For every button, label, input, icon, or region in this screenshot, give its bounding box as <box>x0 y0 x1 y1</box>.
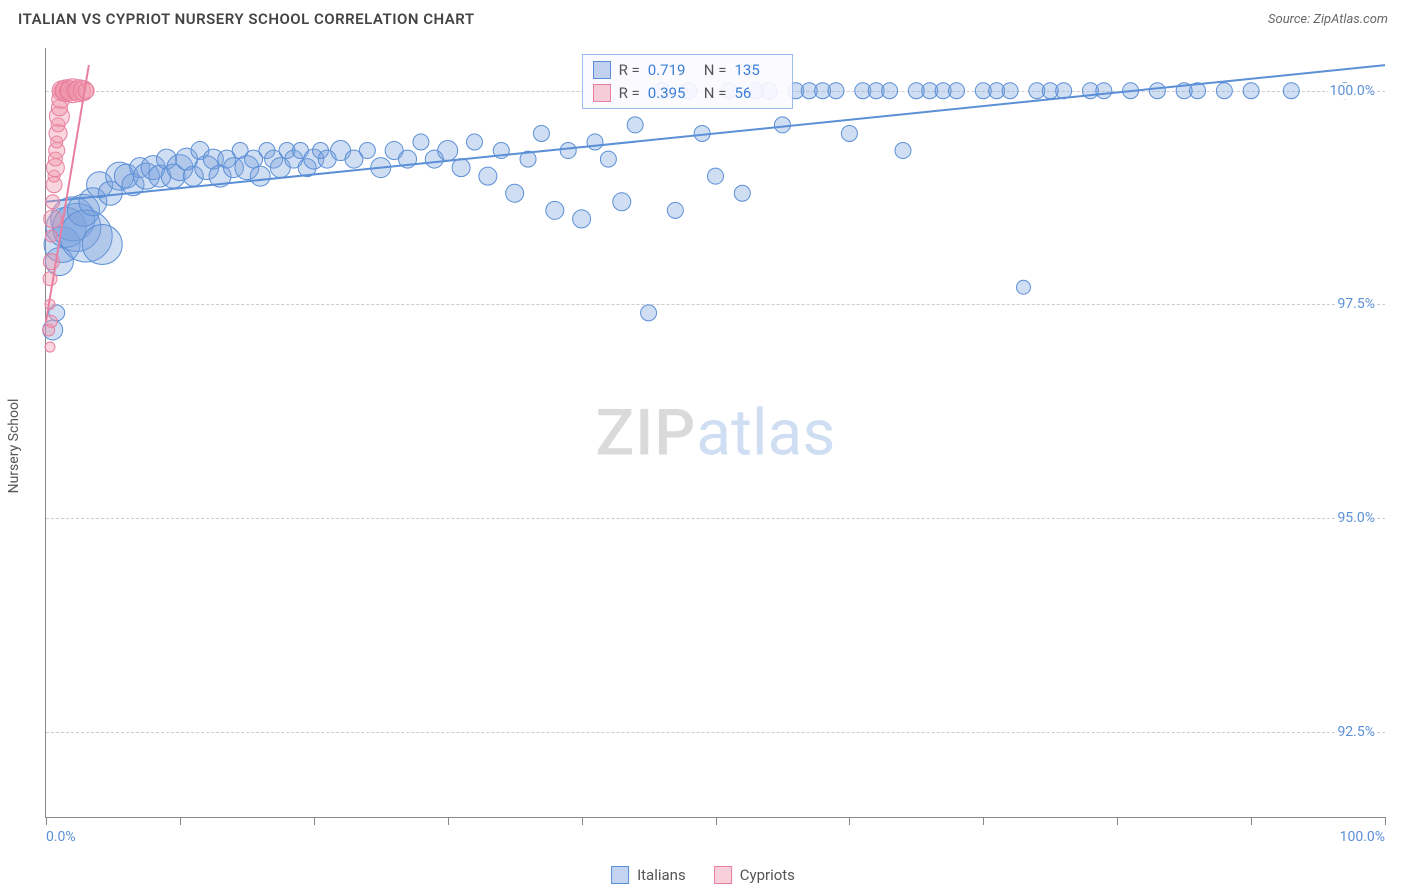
ytick-label: 95.0% <box>1335 510 1377 526</box>
chart-title: ITALIAN VS CYPRIOT NURSERY SCHOOL CORREL… <box>18 10 475 28</box>
xtick <box>1117 817 1118 825</box>
data-point <box>452 159 470 177</box>
data-point <box>466 134 482 150</box>
data-point <box>45 342 55 352</box>
stats-row-cypriots: R = 0.395 N = 56 <box>593 82 783 105</box>
data-point <box>1096 83 1112 99</box>
data-point <box>546 201 564 219</box>
stats-row-italians: R = 0.719 N = 135 <box>593 59 783 82</box>
data-point <box>533 125 549 141</box>
data-point <box>506 184 524 202</box>
xtick <box>983 817 984 825</box>
data-point <box>359 143 375 159</box>
legend-label-italians: Italians <box>637 866 686 884</box>
xtick <box>1385 817 1386 825</box>
data-point <box>828 83 844 99</box>
ytick-label: 100.0% <box>1328 83 1377 99</box>
data-point <box>82 225 122 265</box>
n-value-cypriots: 56 <box>734 82 782 105</box>
ytick-label: 92.5% <box>1335 724 1377 740</box>
data-point <box>708 168 724 184</box>
data-point <box>44 210 62 228</box>
x-axis-min-label: 0.0% <box>46 829 76 845</box>
y-axis-label: Nursery School <box>6 399 22 494</box>
xtick <box>180 817 181 825</box>
n-value-italians: 135 <box>734 59 782 82</box>
swatch-blue-icon <box>593 61 611 79</box>
data-point <box>895 143 911 159</box>
data-point <box>413 134 429 150</box>
stats-legend-box: R = 0.719 N = 135 R = 0.395 N = 56 <box>582 54 794 109</box>
xtick <box>46 817 47 825</box>
n-label: N = <box>704 82 727 105</box>
chart-plot-area: ZIPatlas R = 0.719 N = 135 R = 0.395 N =… <box>45 48 1385 818</box>
data-point <box>1216 83 1232 99</box>
data-point <box>479 167 497 185</box>
data-point <box>45 230 57 242</box>
n-label: N = <box>704 59 727 82</box>
data-point <box>250 166 270 186</box>
xtick <box>1251 817 1252 825</box>
data-point <box>613 193 631 211</box>
xtick <box>582 817 583 825</box>
xtick <box>448 817 449 825</box>
r-label: R = <box>619 82 640 105</box>
r-value-italians: 0.719 <box>648 59 696 82</box>
data-point <box>949 83 965 99</box>
data-point <box>1283 83 1299 99</box>
swatch-pink-icon <box>593 84 611 102</box>
data-point <box>841 125 857 141</box>
swatch-blue-icon <box>611 866 629 884</box>
data-point <box>1002 83 1018 99</box>
data-point <box>667 202 683 218</box>
data-point <box>774 117 790 133</box>
legend-label-cypriots: Cypriots <box>740 866 795 884</box>
legend-item-italians: Italians <box>611 866 686 884</box>
data-point <box>1056 83 1072 99</box>
data-point <box>600 151 616 167</box>
data-point <box>573 210 591 228</box>
data-point <box>1016 280 1030 294</box>
xtick <box>716 817 717 825</box>
xtick <box>314 817 315 825</box>
x-axis-max-label: 100.0% <box>1340 829 1385 845</box>
data-point <box>1243 83 1259 99</box>
legend-item-cypriots: Cypriots <box>714 866 795 884</box>
data-point <box>560 143 576 159</box>
r-value-cypriots: 0.395 <box>648 82 696 105</box>
xtick <box>849 817 850 825</box>
data-point <box>882 83 898 99</box>
data-point <box>46 195 60 209</box>
source-attribution: Source: ZipAtlas.com <box>1268 12 1388 27</box>
r-label: R = <box>619 59 640 82</box>
swatch-pink-icon <box>714 866 732 884</box>
data-point <box>587 134 603 150</box>
data-point <box>438 141 458 161</box>
data-point <box>734 185 750 201</box>
data-point <box>641 305 657 321</box>
data-point <box>1149 83 1165 99</box>
data-point <box>627 117 643 133</box>
scatter-svg <box>46 48 1385 817</box>
bottom-legend: Italians Cypriots <box>611 866 795 884</box>
ytick-label: 97.5% <box>1335 296 1377 312</box>
